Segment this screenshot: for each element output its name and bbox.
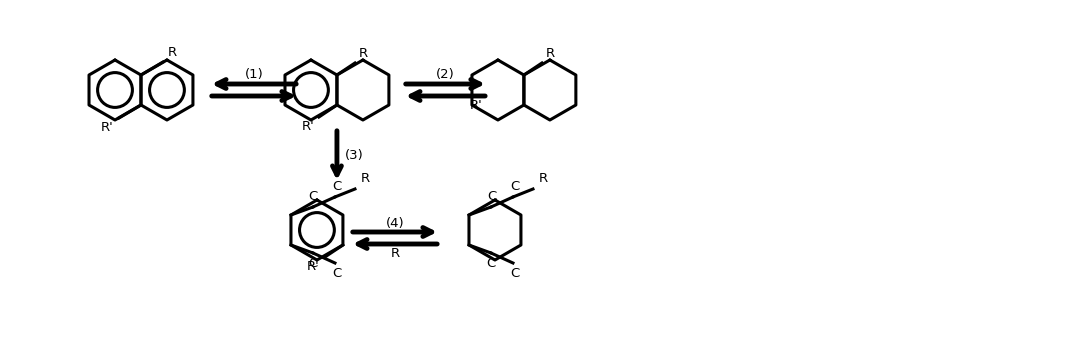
- Text: R: R: [168, 46, 177, 59]
- Text: R: R: [361, 172, 370, 185]
- Text: C: C: [308, 190, 318, 203]
- Text: (4): (4): [385, 217, 405, 230]
- Text: C: C: [332, 267, 342, 280]
- Text: C: C: [486, 257, 496, 270]
- Text: (1): (1): [244, 68, 264, 81]
- Text: C: C: [332, 180, 342, 193]
- Text: (2): (2): [436, 68, 455, 81]
- Text: C: C: [308, 257, 318, 270]
- Text: R: R: [359, 47, 368, 60]
- Text: R: R: [539, 172, 548, 185]
- Text: R': R': [303, 120, 315, 133]
- Text: R': R': [307, 260, 320, 273]
- Text: R: R: [546, 47, 556, 60]
- Text: C: C: [487, 190, 497, 203]
- Text: R': R': [470, 99, 483, 112]
- Text: C: C: [510, 267, 520, 280]
- Text: R': R': [101, 121, 114, 134]
- Text: C: C: [510, 180, 520, 193]
- Text: (3): (3): [345, 149, 363, 162]
- Text: R: R: [391, 247, 399, 260]
